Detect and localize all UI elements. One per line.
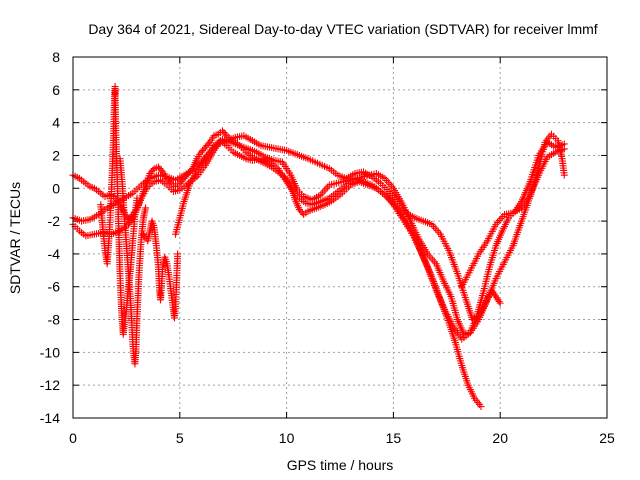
data-point	[477, 403, 485, 411]
data-point	[560, 145, 568, 153]
y-tick-label: -10	[40, 344, 60, 360]
grid-lines	[73, 57, 607, 418]
y-tick-label: -4	[48, 246, 61, 262]
plot-frame	[72, 56, 608, 419]
x-tick-label: 15	[386, 430, 402, 446]
data-point	[221, 130, 229, 138]
data-point	[496, 299, 504, 307]
x-tick-label: 5	[176, 430, 184, 446]
y-tick-label: -6	[48, 279, 61, 295]
series-spike-2	[116, 155, 150, 368]
data-point	[560, 171, 568, 179]
chart-title: Day 364 of 2021, Sidereal Day-to-day VTE…	[88, 21, 597, 37]
y-tick-label: -2	[48, 213, 61, 229]
data-point	[149, 166, 157, 174]
series-spike-3	[139, 217, 182, 322]
y-tick-label: 8	[52, 49, 60, 65]
data-point	[495, 297, 503, 305]
data-points	[69, 83, 568, 411]
x-tick-label: 10	[279, 430, 295, 446]
data-point	[133, 194, 141, 202]
data-point	[157, 166, 165, 174]
y-tick-label: 0	[52, 180, 60, 196]
y-tick-label: 2	[52, 147, 60, 163]
series-track-e	[458, 145, 568, 291]
y-tick-label: 4	[52, 115, 60, 131]
tick-labels: 0 5 10 15 20 25 -14 -12 -10 -8 -6 -4 -2 0 2 4 6 8	[40, 49, 615, 446]
data-point	[142, 204, 150, 212]
y-tick-label: -12	[40, 377, 60, 393]
y-tick-label: -8	[48, 312, 61, 328]
x-axis-label: GPS time / hours	[287, 457, 394, 473]
x-tick-label: 20	[492, 430, 508, 446]
axis-ticks	[72, 56, 608, 419]
x-tick-label: 0	[69, 430, 77, 446]
y-tick-label: 6	[52, 82, 60, 98]
data-point	[204, 140, 212, 148]
y-axis-label: SDTVAR / TECUs	[7, 182, 23, 294]
data-point	[174, 250, 182, 258]
series-track-d	[172, 135, 568, 338]
x-tick-label: 25	[599, 430, 615, 446]
y-tick-label: -14	[40, 410, 60, 426]
